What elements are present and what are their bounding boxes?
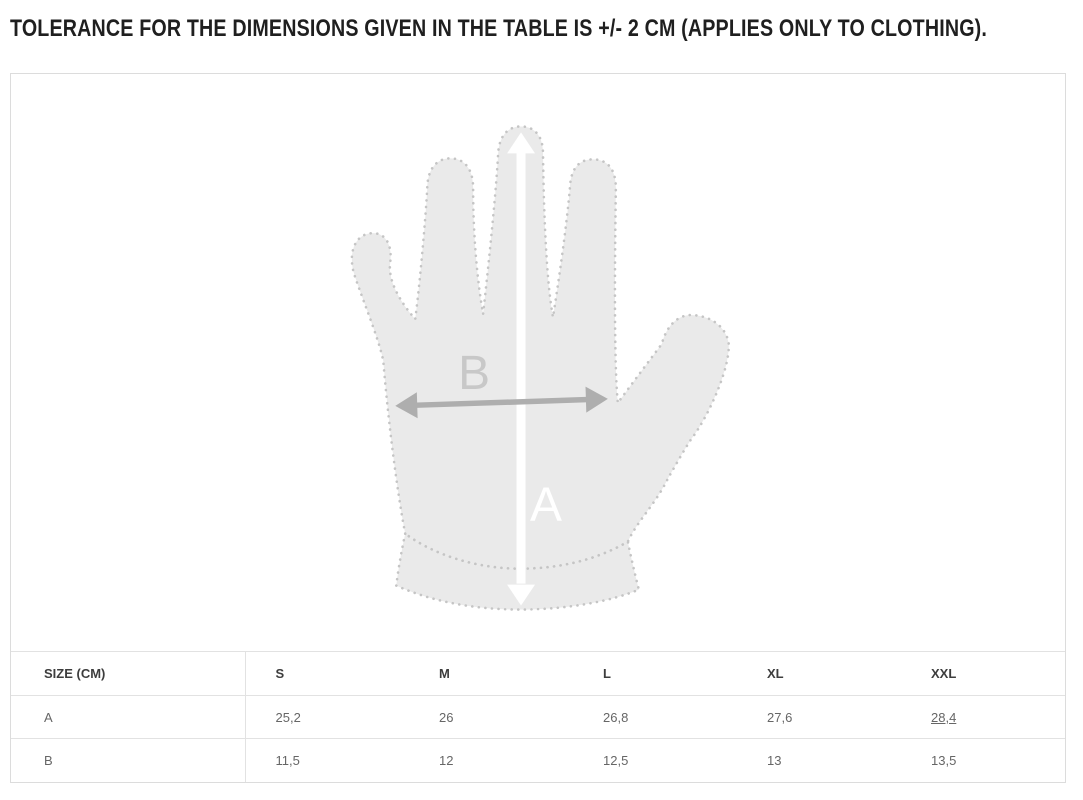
- cell-a-s: 25,2: [275, 709, 301, 725]
- glove-hand-shape: [350, 125, 730, 570]
- glove-measurement-diagram: B A: [11, 74, 1065, 651]
- dimension-label-a: A: [530, 479, 562, 532]
- size-chart-panel: B A SIZE (CM) S M L XL XXL: [10, 73, 1066, 783]
- cell-b-xxl: 13,5: [931, 752, 957, 768]
- column-header-xxl: XXL: [931, 666, 957, 681]
- cell-b-s: 11,5: [275, 752, 300, 768]
- dimension-label-b: B: [458, 347, 490, 400]
- cell-a-xxl: 28,4: [931, 709, 957, 725]
- dimension-arrow-a: [507, 132, 536, 606]
- column-header-xl: XL: [767, 666, 784, 681]
- column-header-s: S: [275, 666, 285, 681]
- hand-diagram-svg: B A: [350, 125, 730, 611]
- column-header-size-cm: SIZE (CM): [11, 651, 246, 696]
- cell-b-xl: 13: [767, 752, 782, 768]
- table-row-dimension-b: B 11,5 12 12,5 13 13,5: [11, 738, 1065, 782]
- arrow-b-right-head: [585, 386, 608, 413]
- arrow-a-top-head: [507, 132, 536, 154]
- page-title: TOLERANCE FOR THE DIMENSIONS GIVEN IN TH…: [10, 15, 988, 42]
- cell-a-m: 26: [439, 709, 454, 725]
- arrow-a-bottom-head: [507, 584, 536, 606]
- cell-b-l: 12,5: [603, 752, 629, 768]
- dimension-arrow-b: [395, 386, 608, 419]
- arrow-b-left-head: [395, 392, 418, 419]
- cell-a-xl: 27,6: [767, 709, 793, 725]
- table-row-dimension-a: A 25,2 26 26,8 27,6 28,4: [11, 695, 1065, 739]
- row-label: A: [11, 695, 246, 739]
- row-label: B: [11, 738, 246, 782]
- size-table: SIZE (CM) S M L XL XXL A 25,2 26 26,8 27…: [11, 651, 1065, 782]
- column-header-m: M: [439, 666, 450, 681]
- cell-a-l: 26,8: [603, 709, 629, 725]
- size-table-header-row: SIZE (CM) S M L XL XXL: [11, 651, 1065, 696]
- cell-b-m: 12: [439, 752, 454, 768]
- column-header-l: L: [603, 666, 611, 681]
